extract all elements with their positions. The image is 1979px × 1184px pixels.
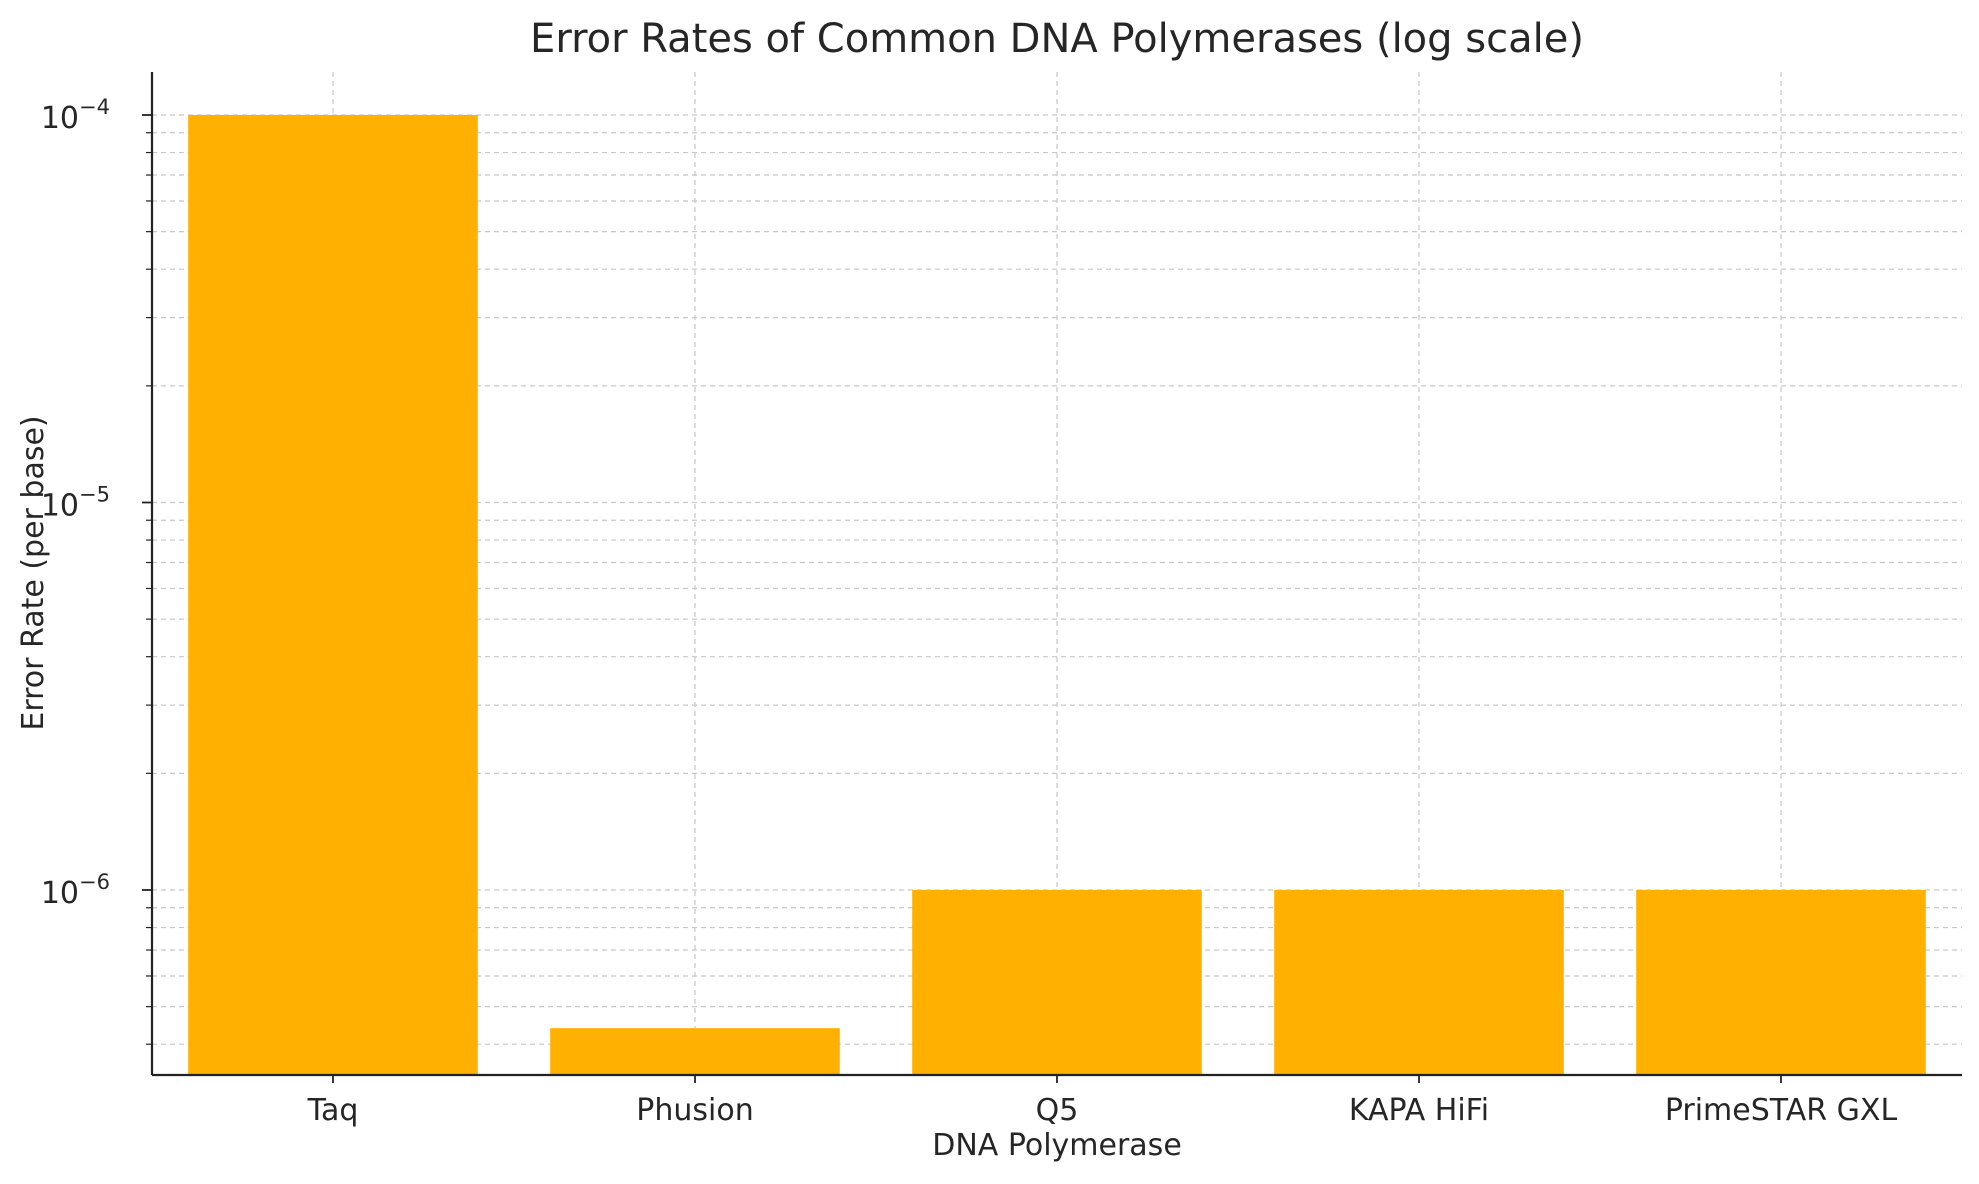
chart-title: Error Rates of Common DNA Polymerases (l… [530,16,1584,62]
y-tick-label: 10−6 [41,870,110,911]
tick-layer: Taq Phusion Q5 KAPA HiFi PrimeSTAR GXL 10−4 10… [41,95,1898,1128]
bar-taq [188,115,478,1075]
x-tick-label: KAPA HiFi [1349,1093,1489,1128]
bar-phusion [550,1028,840,1075]
x-tick-label: PrimeSTAR GXL [1665,1093,1898,1128]
bar-primestar-gxl [1636,890,1926,1075]
x-axis-label: DNA Polymerase [932,1128,1182,1163]
x-tick-label: Phusion [636,1093,753,1128]
x-tick-label: Taq [307,1093,359,1128]
bar-q5 [912,890,1202,1075]
x-tick-label: Q5 [1036,1093,1079,1128]
y-tick-label: 10−4 [41,95,110,136]
y-tick-label: 10−5 [41,483,110,524]
bar-kapa-hifi [1274,890,1564,1075]
y-axis-label: Error Rate (per base) [16,415,51,730]
bar-layer [188,115,1926,1075]
